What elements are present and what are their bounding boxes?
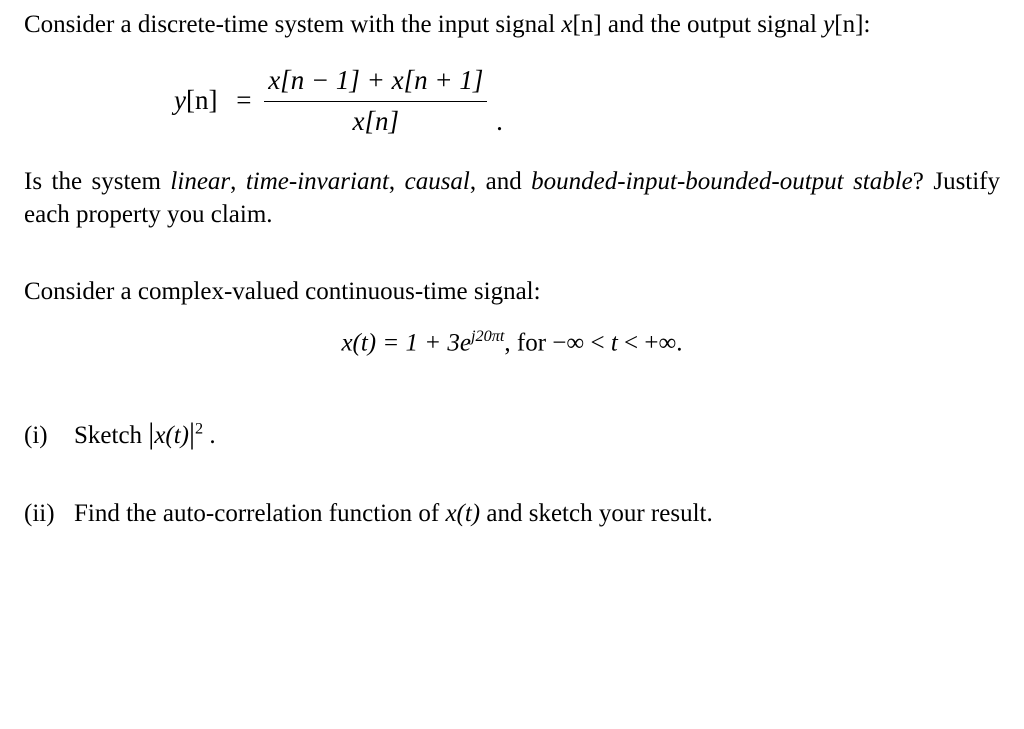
p2-part-ii-label: (ii) xyxy=(24,497,74,530)
p1-y-var: y xyxy=(823,11,834,38)
p1-eq-trail: . xyxy=(496,104,503,140)
p1-intro-mid: and the output signal xyxy=(602,11,824,38)
p1-sep3: , and xyxy=(470,168,531,195)
p1-prop-causal: causal xyxy=(405,168,470,195)
p2-eq-exp: j20πt xyxy=(471,327,504,345)
p1-sep1: , xyxy=(230,168,246,195)
p2-eq-range-post: < +∞. xyxy=(618,330,683,357)
p1-sep2: , xyxy=(389,168,405,195)
p1-eq-lhs-br: [n] xyxy=(186,85,217,115)
p1-q-pre: Is the system xyxy=(24,168,170,195)
p2-eq-range-pre: , for −∞ < xyxy=(504,330,610,357)
problem1-question: Is the system linear, time-invariant, ca… xyxy=(24,165,1000,231)
p2-part-ii-pre: Find the auto-correlation function of xyxy=(74,500,445,527)
p1-eq-denominator: x[n] xyxy=(264,102,487,140)
p1-x-var: x xyxy=(561,11,572,38)
problem2-equation: x(t) = 1 + 3ej20πt, for −∞ < t < +∞. xyxy=(24,326,1000,359)
p2-part-i-post: . xyxy=(203,422,216,449)
problem1-intro: Consider a discrete-time system with the… xyxy=(24,8,1000,41)
p2-part-i-pre: Sketch xyxy=(74,422,148,449)
p1-prop-ti: time-invariant xyxy=(246,168,389,195)
p1-eq-numerator: x[n − 1] + x[n + 1] xyxy=(264,63,487,102)
p1-intro-pre: Consider a discrete-time system with the… xyxy=(24,11,561,38)
equals-sign: = xyxy=(236,83,251,119)
p2-part-i-label: (i) xyxy=(24,419,74,452)
p1-y-bracket: [n] xyxy=(834,11,863,38)
problem1-equation: y[n] = x[n − 1] + x[n + 1] x[n] . xyxy=(24,63,1000,139)
p1-eq-fraction: x[n − 1] + x[n + 1] x[n] xyxy=(264,63,487,139)
p1-prop-linear: linear xyxy=(170,168,230,195)
spacer-3 xyxy=(24,459,1000,483)
problem2-part-i: (i) Sketch |x(t)|2 . xyxy=(24,414,1000,454)
p2-part-ii-body: Find the auto-correlation function of x(… xyxy=(74,497,713,530)
spacer xyxy=(24,239,1000,275)
p2-part-ii-xt: x(t) xyxy=(445,500,480,527)
p2-eq-range-t: t xyxy=(611,330,618,357)
spacer-2 xyxy=(24,382,1000,400)
document-page: Consider a discrete-time system with the… xyxy=(0,0,1024,548)
p1-eq-lhs: y[n] xyxy=(174,83,217,119)
p1-x-bracket: [n] xyxy=(573,11,602,38)
p1-eq-lhs-var: y xyxy=(174,85,186,115)
p2-part-i-body: Sketch |x(t)|2 . xyxy=(74,414,216,454)
p2-part-ii-post: and sketch your result. xyxy=(480,500,713,527)
p2-part-i-square: 2 xyxy=(195,419,203,437)
p2-part-i-xt: x(t) xyxy=(154,422,189,449)
p1-intro-post: : xyxy=(863,11,870,38)
problem2-intro: Consider a complex-valued continuous-tim… xyxy=(24,275,1000,308)
p2-eq-lhs: x(t) = 1 + 3e xyxy=(341,330,471,357)
p1-prop-bibo: bounded-input-bounded-output stable xyxy=(531,168,913,195)
problem2-part-ii: (ii) Find the auto-correlation function … xyxy=(24,497,1000,530)
